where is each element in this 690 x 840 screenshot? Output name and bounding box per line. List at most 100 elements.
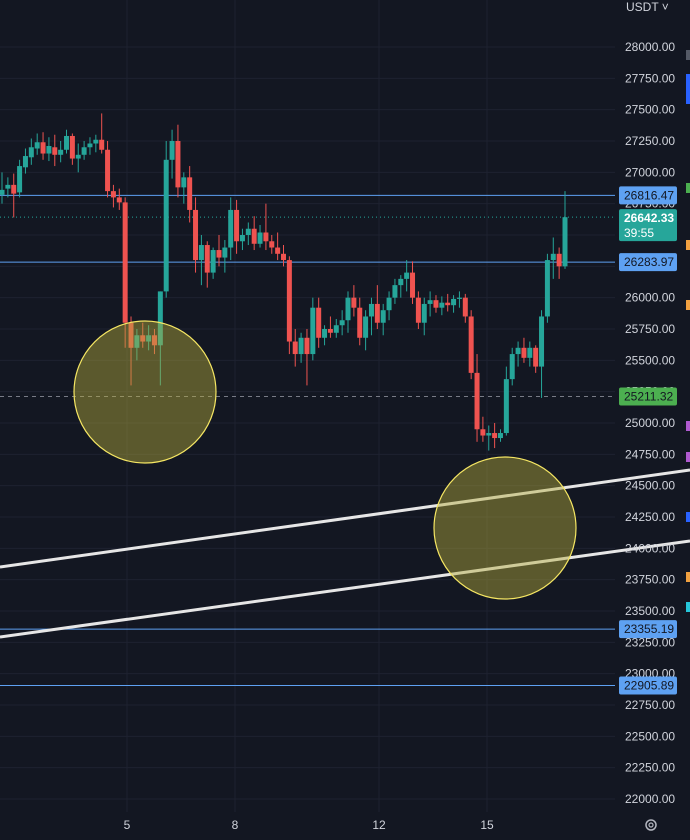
price-tick: 25000.00 — [625, 416, 675, 430]
candle-body — [322, 329, 328, 338]
candle-body — [439, 302, 445, 308]
candle-body — [157, 291, 163, 346]
price-tick: 22000.00 — [625, 792, 675, 806]
price-tick: 24000.00 — [625, 541, 675, 555]
candle-body — [187, 177, 193, 210]
candle-body — [316, 307, 322, 338]
candle-body — [46, 146, 52, 154]
candle-body — [75, 154, 81, 159]
candle-body — [22, 156, 28, 168]
grid — [0, 0, 615, 812]
edge-mark — [686, 421, 690, 431]
edge-mark — [686, 452, 690, 462]
price-label-level_a: 26283.97 — [624, 255, 674, 269]
candle-body — [151, 335, 157, 346]
candle-body — [357, 307, 363, 338]
candle-body — [58, 149, 64, 155]
candle-body — [462, 297, 468, 317]
time-tick: 15 — [480, 818, 494, 832]
time-tick: 8 — [232, 818, 239, 832]
candle-body — [480, 429, 486, 436]
candle-body — [392, 285, 398, 298]
price-label-dashed_level: 25211.32 — [624, 390, 673, 404]
price-tick: 25500.00 — [625, 353, 675, 367]
candle-body — [146, 335, 152, 342]
candle-body — [34, 142, 40, 149]
candle-body — [333, 325, 339, 333]
candle-body — [222, 247, 228, 258]
candle-body — [550, 253, 556, 261]
candle-body — [451, 298, 457, 306]
candle-body — [374, 303, 380, 323]
candle-body — [398, 278, 404, 286]
price-label-high_level: 26816.47 — [624, 188, 674, 202]
candle-body — [298, 337, 304, 355]
price-tick: 27250.00 — [625, 134, 675, 148]
price-label-bg — [619, 186, 677, 205]
candle-body — [486, 433, 492, 436]
highlight-circle-left[interactable] — [73, 320, 217, 464]
candle-body — [339, 320, 345, 326]
candle-body — [263, 232, 269, 242]
candle-body — [0, 189, 5, 195]
edge-mark — [686, 240, 690, 250]
candle-body — [456, 297, 462, 299]
candle-body — [40, 142, 46, 154]
trendline-lower[interactable] — [0, 539, 690, 639]
candle-body — [99, 139, 105, 150]
candle-body — [527, 347, 533, 358]
candle-body — [468, 316, 474, 373]
candle-body — [216, 250, 222, 258]
candle-body — [492, 433, 498, 439]
candle-body — [181, 177, 187, 188]
price-tick: 24500.00 — [625, 479, 675, 493]
candle-body — [327, 329, 333, 333]
candle-body — [64, 135, 70, 150]
price-label-level_c: 22905.89 — [624, 678, 674, 692]
candle-body — [69, 135, 75, 159]
candle-body — [386, 297, 392, 311]
gear-icon[interactable] — [643, 817, 659, 833]
candle-body — [239, 235, 245, 242]
candle-body — [110, 191, 116, 198]
candle-body — [81, 147, 87, 155]
candle-body — [474, 372, 480, 430]
edge-mark — [686, 50, 690, 60]
price-label-bg — [619, 387, 677, 406]
drawings[interactable] — [0, 320, 690, 639]
price-label-bg — [619, 620, 677, 639]
edge-mark — [686, 512, 690, 522]
price-tick: 23500.00 — [625, 604, 675, 618]
price-tick: 26000.00 — [625, 291, 675, 305]
time-axis[interactable]: 5 8 12 15 — [124, 818, 494, 832]
edge-mark — [686, 602, 690, 612]
highlight-circle-right[interactable] — [433, 456, 577, 600]
edge-marks — [686, 50, 690, 612]
candle-body — [415, 297, 421, 323]
candle-body — [503, 379, 509, 434]
candle-body — [521, 347, 527, 358]
candle-body — [93, 139, 99, 144]
candle-body — [304, 337, 310, 355]
price-tick: 24750.00 — [625, 447, 675, 461]
candle-body — [140, 335, 146, 342]
candle-body — [193, 209, 199, 261]
candle-body — [251, 228, 257, 244]
price-tick: 28000.00 — [625, 40, 675, 54]
candle-body — [210, 250, 216, 273]
price-tick: 25750.00 — [625, 322, 675, 336]
currency-selector[interactable]: USDT ˅ — [626, 0, 669, 14]
candle-body — [128, 322, 134, 348]
price-tick: 27000.00 — [625, 165, 675, 179]
candle-body — [556, 253, 562, 267]
candle-body — [363, 316, 369, 338]
price-label-bg — [619, 253, 677, 272]
candle-body — [116, 197, 122, 203]
candle-body — [281, 253, 286, 261]
candle-body — [345, 297, 351, 321]
current-price-label: 26642.33 — [624, 211, 674, 225]
trendline-upper[interactable] — [0, 468, 690, 569]
candle-body — [427, 300, 433, 304]
candle-body — [533, 347, 539, 367]
